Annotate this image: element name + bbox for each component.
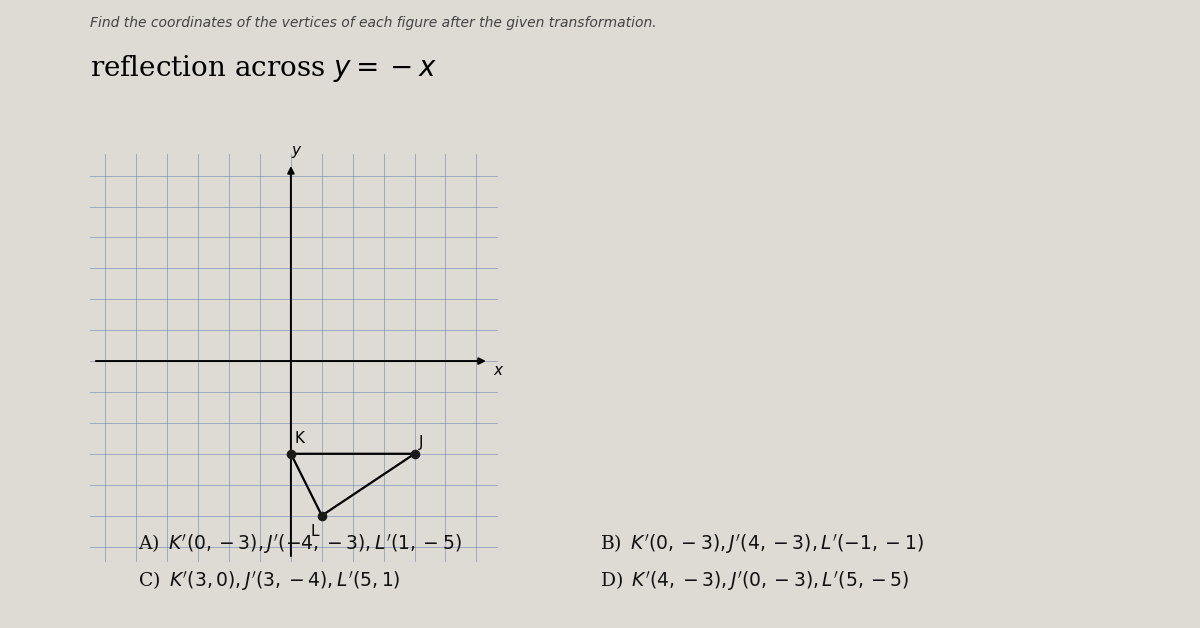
Text: D) $K'(4, -3), J'(0, -3), L'(5, -5)$: D) $K'(4, -3), J'(0, -3), L'(5, -5)$ [600,570,910,593]
Point [312,511,331,521]
Text: Find the coordinates of the vertices of each figure after the given transformati: Find the coordinates of the vertices of … [90,16,656,30]
Point [404,449,424,459]
Text: B) $K'(0, -3), J'(4, -3), L'(-1, -1)$: B) $K'(0, -3), J'(4, -3), L'(-1, -1)$ [600,532,924,556]
Text: $y$: $y$ [290,144,302,160]
Text: K: K [295,431,305,446]
Text: L: L [311,524,319,539]
Point [281,449,300,459]
Text: C) $K'(3, 0), J'(3, -4), L'(5, 1)$: C) $K'(3, 0), J'(3, -4), L'(5, 1)$ [138,570,401,593]
Text: reflection across $y=-x$: reflection across $y=-x$ [90,53,437,84]
Text: $x$: $x$ [493,362,505,377]
Text: J: J [419,435,424,450]
Text: A) $K'(0, -3), J'(-4, -3), L'(1, -5)$: A) $K'(0, -3), J'(-4, -3), L'(1, -5)$ [138,532,462,556]
